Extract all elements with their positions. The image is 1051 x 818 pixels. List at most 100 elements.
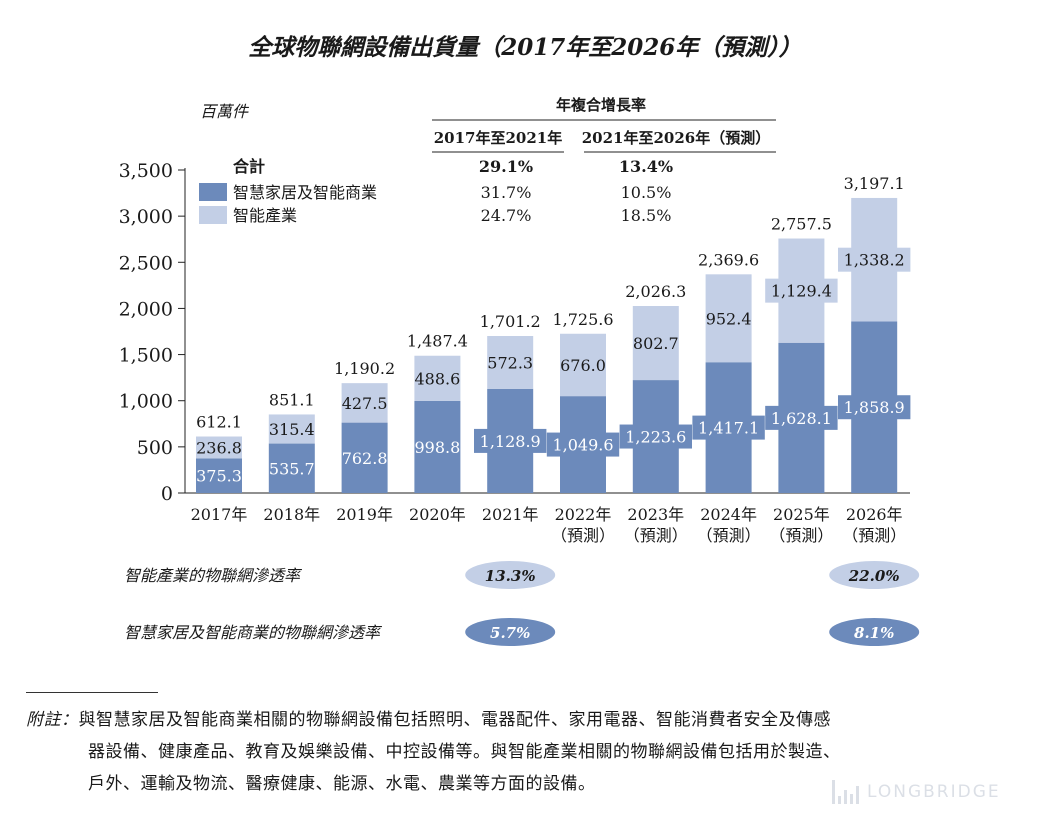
bar-smart-industry-3 — [341, 383, 388, 423]
label-bg-smart-home — [619, 424, 692, 449]
x-tick-label-year: 2018年 — [263, 505, 320, 524]
y-tick-label: 0 — [161, 483, 173, 505]
x-tick-label-sub: （預測） — [624, 526, 688, 545]
x-tick-label-year: 2024年 — [700, 505, 757, 524]
label-smart-industry: 1,338.2 — [844, 251, 905, 270]
bar-smart-industry-4 — [414, 355, 461, 401]
label-smart-home: 1,223.6 — [625, 428, 686, 447]
legend-swatch-1 — [199, 183, 227, 201]
bar-smart-home-3 — [341, 422, 388, 493]
label-bg-smart-home — [546, 432, 620, 457]
label-smart-home: 1,858.9 — [844, 398, 905, 417]
label-smart-home: 1,417.1 — [698, 419, 759, 438]
chart: 全球物聯網設備出貨量（2017年至2026年（預測）） 百萬件 0 500 1,000 1… — [119, 34, 920, 646]
label-total: 612.1 — [196, 413, 242, 432]
label-smart-home: 762.8 — [342, 449, 388, 468]
x-tick-label-year: 2021年 — [482, 505, 539, 524]
bar-smart-industry-5 — [487, 336, 534, 389]
x-tick-label-year: 2019年 — [336, 505, 393, 524]
label-smart-industry: 236.8 — [196, 438, 242, 457]
x-tick-label-year: 2022年 — [555, 505, 612, 524]
label-smart-industry: 676.0 — [560, 356, 606, 375]
label-smart-home: 375.3 — [196, 467, 242, 486]
label-smart-home: 1,049.6 — [552, 436, 613, 455]
label-total: 1,725.6 — [552, 310, 613, 329]
cagr-value-2017-2021: 31.7% — [481, 183, 532, 202]
label-total: 2,757.5 — [771, 215, 832, 234]
cagr-value-2017-2021: 24.7% — [481, 206, 532, 225]
label-total: 3,197.1 — [844, 174, 905, 193]
label-smart-industry: 802.7 — [633, 334, 679, 353]
cagr-value-2021-2026: 10.5% — [621, 183, 672, 202]
label-total: 2,026.3 — [625, 282, 686, 301]
bar-smart-industry-6 — [560, 333, 606, 397]
footnote: 附註：與智慧家居及智能商業相關的物聯網設備包括照明、電器配件、家用電器、智能消費… — [26, 704, 1026, 800]
label-smart-industry: 1,129.4 — [771, 282, 832, 301]
note-rule — [26, 692, 158, 693]
bar-smart-industry-8 — [705, 274, 752, 363]
penetration-label: 智慧家居及智能商業的物聯網滲透率 — [124, 623, 383, 642]
penetration-ellipse-2021 — [465, 618, 556, 646]
x-tick-label-year: 2026年 — [846, 505, 903, 524]
penetration-label: 智能產業的物聯網滲透率 — [124, 566, 303, 585]
y-tick-label: 2,500 — [119, 252, 173, 274]
penetration-value-2021: 13.3% — [485, 567, 536, 585]
label-total: 1,701.2 — [480, 312, 541, 331]
penetration-ellipse-2021 — [465, 561, 556, 589]
label-bg-smart-industry — [765, 278, 838, 303]
y-tick-label: 1,500 — [119, 345, 173, 367]
footnote-line-1: 附註：與智慧家居及智能商業相關的物聯網設備包括照明、電器配件、家用電器、智能消費… — [26, 704, 1026, 736]
x-tick-label-year: 2023年 — [627, 505, 684, 524]
y-tick-label: 2,000 — [119, 298, 173, 320]
cagr-col2-header: 2021年至2026年（預測） — [582, 129, 771, 147]
watermark: LONGBRIDGE — [832, 776, 1042, 808]
x-tick-label-sub: （預測） — [551, 526, 615, 545]
footnote-line-2: 器設備、健康產品、教育及娛樂設備、中控設備等。與智能產業相關的物聯網設備包括用於… — [88, 742, 841, 762]
label-bg-smart-home — [692, 415, 765, 440]
label-total: 1,487.4 — [407, 332, 468, 351]
label-bg-smart-home — [474, 428, 547, 453]
y-tick-label: 3,500 — [119, 160, 173, 182]
bar-smart-home-4 — [414, 400, 461, 493]
label-smart-home: 535.7 — [269, 459, 315, 478]
chart-title: 全球物聯網設備出貨量（2017年至2026年（預測）） — [248, 34, 802, 61]
label-total: 2,369.6 — [698, 250, 759, 269]
x-tick-label-sub: （預測） — [842, 526, 906, 545]
bar-smart-home-1 — [196, 458, 242, 493]
cagr-value-2017-2021: 29.1% — [479, 157, 533, 176]
penetration-value-2026: 22.0% — [848, 567, 900, 585]
y-tick-label: 1,000 — [119, 391, 173, 413]
x-tick-label-year: 2025年 — [773, 505, 830, 524]
footnote-text-1: 與智慧家居及智能商業相關的物聯網設備包括照明、電器配件、家用電器、智能消費者安全… — [78, 710, 831, 730]
x-tick-label-year: 2020年 — [409, 505, 466, 524]
label-smart-home: 1,128.9 — [480, 432, 541, 451]
label-smart-home: 1,628.1 — [771, 409, 832, 428]
y-tick-label: 3,000 — [119, 206, 173, 228]
label-smart-home: 998.8 — [414, 438, 460, 457]
y-tick-label: 500 — [137, 437, 173, 459]
x-tick-label-sub: （預測） — [697, 526, 761, 545]
label-smart-industry: 488.6 — [414, 369, 460, 388]
label-bg-smart-home — [765, 405, 838, 430]
cagr-value-2021-2026: 18.5% — [621, 206, 672, 225]
penetration-ellipse-2026 — [829, 618, 920, 646]
footnote-prefix: 附註： — [26, 710, 79, 730]
bar-smart-industry-1 — [196, 436, 242, 459]
footnote-line-3: 戶外、運輸及物流、醫療健康、能源、水電、農業等方面的設備。 — [88, 774, 596, 794]
y-axis-label: 百萬件 — [200, 102, 250, 121]
bar-smart-home-2 — [268, 443, 315, 493]
label-bg-smart-industry — [838, 247, 911, 272]
bar-smart-industry-7 — [632, 306, 679, 381]
cagr-value-2021-2026: 13.4% — [619, 157, 673, 176]
label-smart-industry: 952.4 — [706, 309, 752, 328]
watermark-logo-icon — [832, 780, 859, 804]
cagr-col1-header: 2017年至2021年 — [434, 129, 563, 147]
cagr-row-label: 合計 — [233, 157, 265, 176]
x-tick-label-year: 2017年 — [191, 505, 248, 524]
legend-swatch-2 — [199, 206, 227, 224]
cagr-header: 年複合增長率 — [556, 96, 646, 114]
penetration-value-2021: 5.7% — [490, 624, 530, 642]
x-tick-label-sub: （預測） — [769, 526, 833, 545]
label-total: 1,190.2 — [334, 359, 395, 378]
bar-smart-industry-2 — [268, 414, 315, 444]
